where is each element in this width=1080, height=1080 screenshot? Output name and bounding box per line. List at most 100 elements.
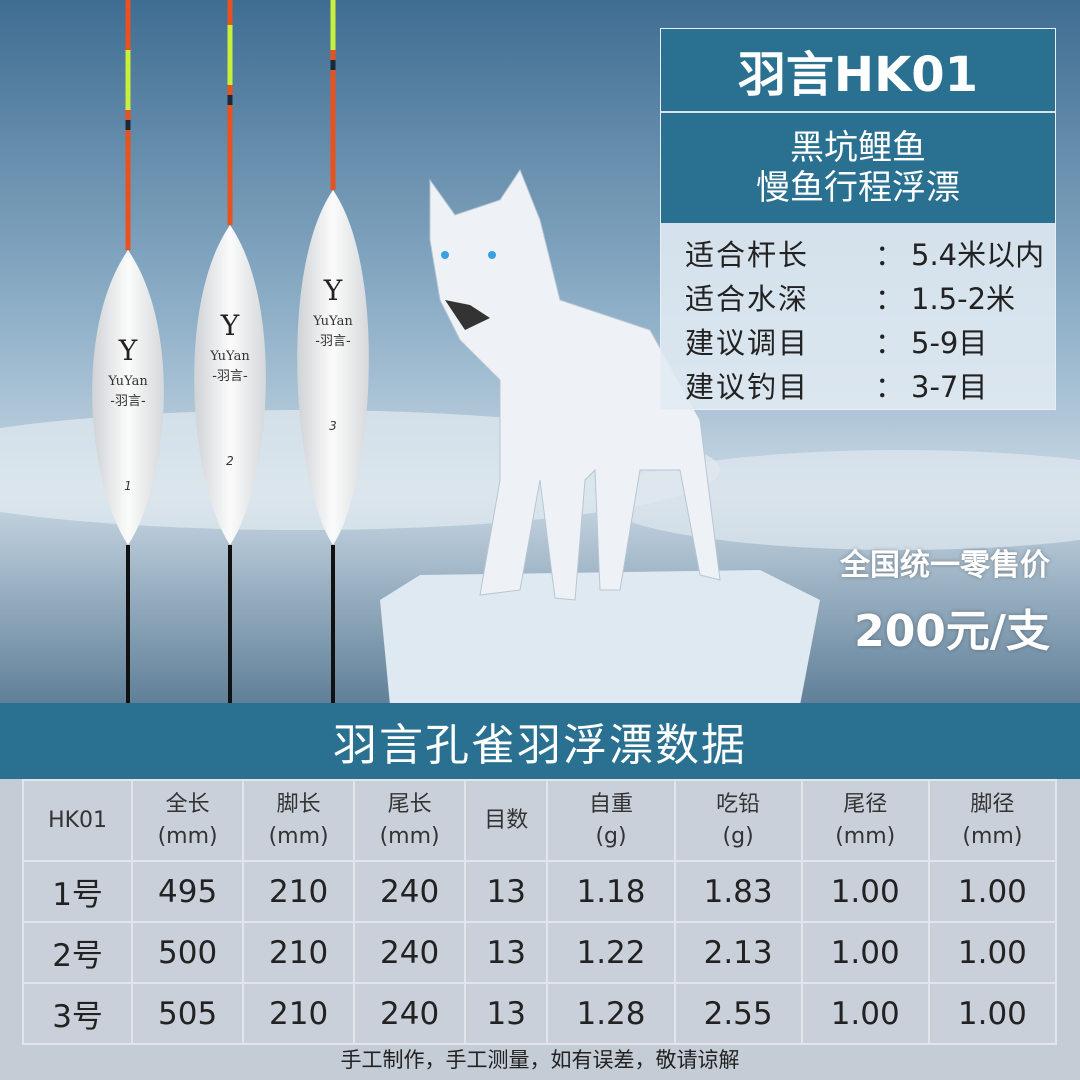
header-name: 尾长 — [387, 791, 432, 817]
product-subtitle: 黑坑鲤鱼 慢鱼行程浮漂 — [661, 113, 1055, 223]
header-name: HK01 — [48, 807, 108, 833]
table-cell: 1.00 — [800, 860, 930, 923]
header-cell: HK01 — [21, 779, 134, 862]
table-cell: 240 — [353, 921, 467, 984]
spec-table: HK01 全长 (mm) 脚长 (mm) 尾长 (mm) 目数 自重 (g) 吃铅 (g) 尾径 (mm)… — [21, 779, 1058, 1045]
header-cell: 全长 (mm) — [131, 779, 245, 862]
spec-colon: ： — [875, 326, 905, 360]
header-unit: (g) — [595, 823, 627, 849]
subtitle-line: 黑坑鲤鱼 — [790, 128, 926, 168]
float-brand: YuYan — [107, 374, 148, 389]
table-header-row: HK01 全长 (mm) 脚长 (mm) 尾长 (mm) 目数 自重 (g) 吃铅 (g) 尾径 (mm)… — [21, 779, 1058, 862]
header-name: 尾径 — [843, 791, 888, 817]
header-name: 自重 — [589, 791, 634, 817]
table-cell: 13 — [464, 921, 549, 984]
brand-logo-icon: Y — [220, 309, 240, 342]
spec-value: 3-7目 — [911, 370, 988, 404]
spec-label: 建议调目 — [685, 326, 810, 360]
spec-label: 建议钓目 — [685, 370, 810, 404]
table-cell: 2.55 — [673, 982, 803, 1045]
table-cell: 3号 — [21, 982, 134, 1045]
spec-value: 5-9目 — [911, 326, 988, 360]
table-cell: 495 — [131, 860, 245, 923]
product-title: 羽言HK01 — [661, 29, 1055, 113]
spec-value: 1.5-2米 — [911, 282, 1016, 316]
spec-item: 适合水深 ： 1.5-2米 — [685, 277, 1055, 321]
table-cell: 13 — [464, 860, 549, 923]
header-cell: 吃铅 (g) — [673, 779, 803, 862]
float-product-images: YuYan -羽言- 1 Y YuYan -羽言- 2 Y YuYan -羽言- 3 Y — [92, 0, 369, 705]
header-unit: (g) — [722, 823, 754, 849]
float-2: YuYan -羽言- 2 Y — [194, 0, 266, 705]
header-cell: 脚长 (mm) — [242, 779, 356, 862]
header-name: 脚径 — [970, 791, 1015, 817]
table-cell: 1.22 — [546, 921, 676, 984]
table-cell: 1.00 — [927, 860, 1058, 923]
table-cell: 1.00 — [800, 982, 930, 1045]
spec-list: 适合杆长： 5.4米以内 适合水深： 1.5-2米 建议调目： 5-9目 建议钓目： 3… — [661, 223, 1055, 409]
float-brand-cn: -羽言- — [212, 369, 248, 384]
header-unit: (mm) — [379, 823, 440, 849]
spec-label: 适合水深 — [685, 282, 810, 316]
spec-item: 适合杆长 ： 5.4米以内 — [685, 233, 1055, 277]
spec-item: 建议钓目 ： 3-7目 — [685, 365, 1055, 409]
float-body — [194, 225, 266, 545]
table-cell: 13 — [464, 982, 549, 1045]
spec-value: 5.4米以内 — [911, 238, 1045, 272]
table-cell: 1.00 — [927, 982, 1058, 1045]
table-cell: 2.13 — [673, 921, 803, 984]
header-cell: 目数 — [464, 779, 549, 862]
table-cell: 240 — [353, 982, 467, 1045]
header-unit: (mm) — [835, 823, 896, 849]
table-cell: 500 — [131, 921, 245, 984]
table-row: 3号 505 210 240 13 1.28 2.55 1.00 1.00 — [21, 982, 1058, 1045]
subtitle-line: 慢鱼行程浮漂 — [756, 168, 960, 208]
header-unit: (mm) — [962, 823, 1023, 849]
table-cell: 210 — [242, 921, 356, 984]
spec-label: 适合杆长 — [685, 238, 810, 272]
header-cell: 尾长 (mm) — [353, 779, 467, 862]
header-cell: 脚径 (mm) — [927, 779, 1058, 862]
header-unit: (mm) — [268, 823, 329, 849]
table-cell: 1.00 — [800, 921, 930, 984]
price-label: 全国统一零售价 — [840, 548, 1050, 583]
float-number: 3 — [329, 419, 337, 433]
header-name: 目数 — [484, 807, 529, 833]
brand-logo-icon: Y — [323, 274, 343, 307]
float-number: 1 — [124, 479, 132, 493]
footnote: 手工制作，手工测量，如有误差，敬请谅解 — [340, 1048, 740, 1072]
header-name: 脚长 — [276, 791, 321, 817]
header-cell: 尾径 (mm) — [800, 779, 930, 862]
table-row: 2号 500 210 240 13 1.22 2.13 1.00 1.00 — [21, 921, 1058, 984]
table-cell: 1.28 — [546, 982, 676, 1045]
float-3: YuYan -羽言- 3 Y — [297, 0, 369, 705]
table-cell: 1.00 — [927, 921, 1058, 984]
float-body — [297, 190, 369, 545]
table-cell: 505 — [131, 982, 245, 1045]
price-value: 200元/支 — [854, 606, 1050, 657]
float-brand-cn: -羽言- — [315, 334, 351, 349]
table-row: 1号 495 210 240 13 1.18 1.83 1.00 1.00 — [21, 860, 1058, 923]
table-cell: 210 — [242, 860, 356, 923]
wolf-illustration — [429, 168, 721, 601]
table-cell: 1.18 — [546, 860, 676, 923]
spec-item: 建议调目 ： 5-9目 — [685, 321, 1055, 365]
float-1: YuYan -羽言- 1 Y — [92, 0, 164, 705]
brand-logo-icon: Y — [118, 334, 138, 367]
float-body — [92, 250, 164, 545]
table-cell: 1.83 — [673, 860, 803, 923]
header-cell: 自重 (g) — [546, 779, 676, 862]
header-unit: (mm) — [157, 823, 218, 849]
spec-colon: ： — [875, 370, 905, 404]
table-cell: 210 — [242, 982, 356, 1045]
table-cell: 1号 — [21, 860, 134, 923]
float-brand: YuYan — [312, 314, 353, 329]
product-info-box: 羽言HK01 黑坑鲤鱼 慢鱼行程浮漂 适合杆长： 5.4米以内 适合水深： 1.5-… — [660, 28, 1056, 410]
float-brand-cn: -羽言- — [110, 394, 146, 409]
spec-colon: ： — [875, 238, 905, 272]
ice-floe — [380, 570, 820, 705]
float-brand: YuYan — [209, 349, 250, 364]
float-number: 2 — [226, 454, 234, 468]
header-name: 吃铅 — [716, 791, 761, 817]
table-cell: 240 — [353, 860, 467, 923]
